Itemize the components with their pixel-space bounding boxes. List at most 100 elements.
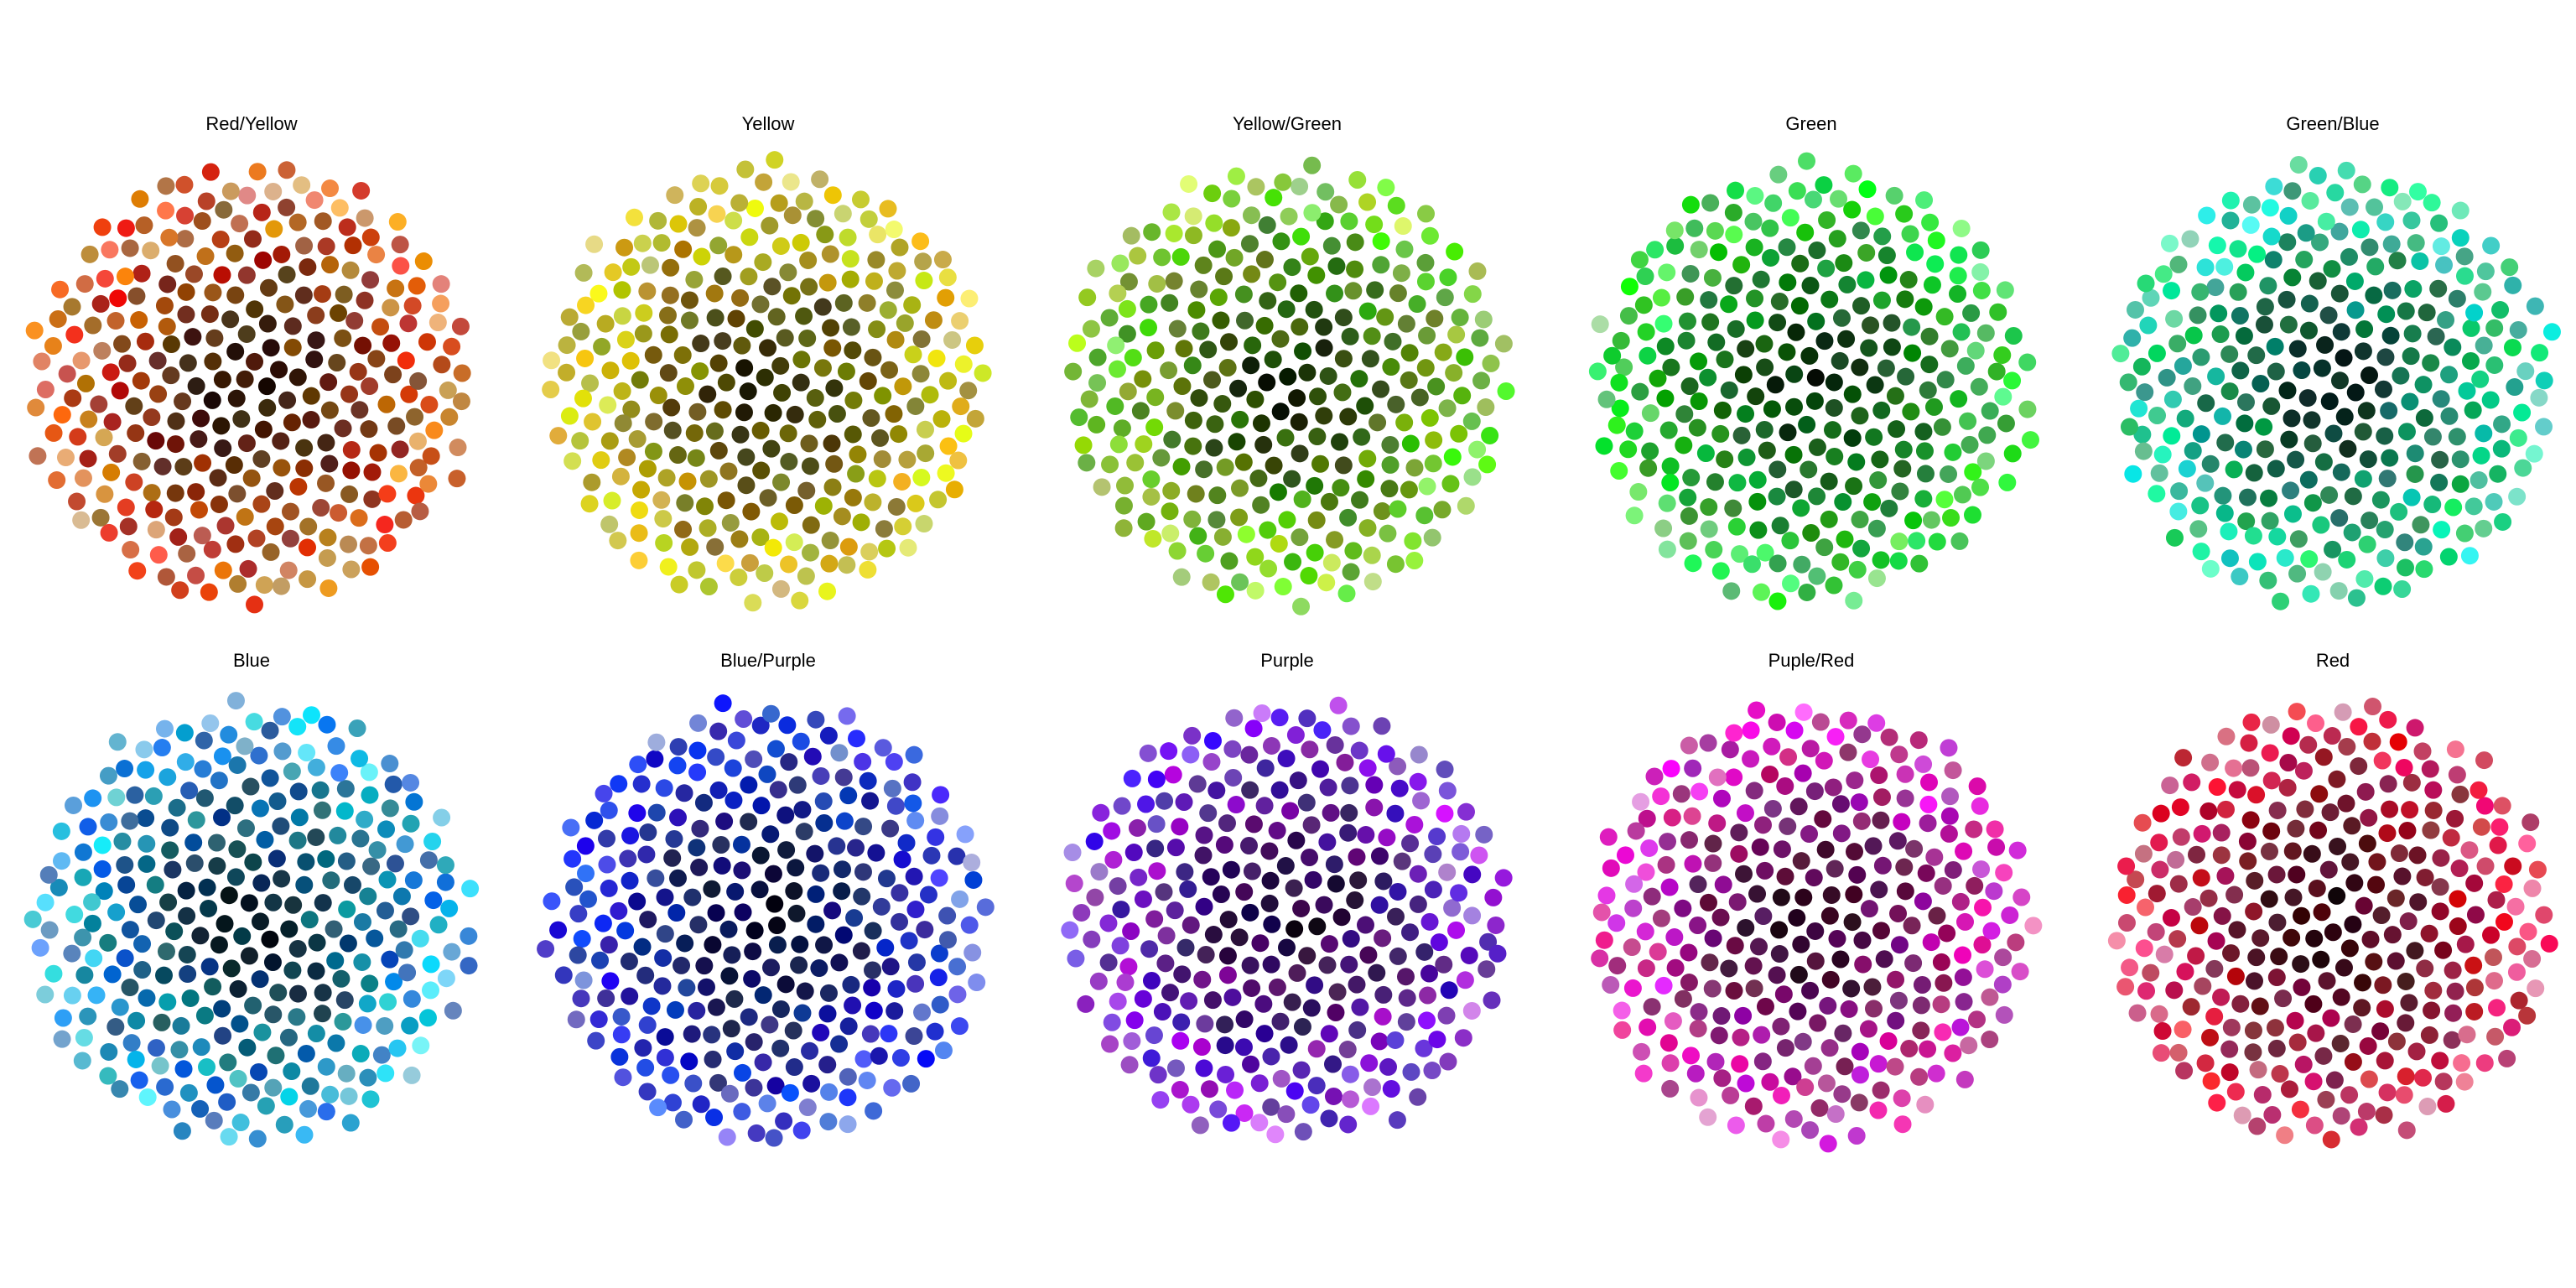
color-dot bbox=[190, 501, 208, 519]
color-dot bbox=[195, 789, 214, 808]
color-dot bbox=[1661, 1054, 1680, 1072]
color-dot bbox=[864, 961, 882, 979]
color-dot bbox=[2192, 543, 2210, 561]
color-dot bbox=[1995, 864, 2013, 882]
color-dot bbox=[2340, 939, 2359, 958]
color-dot bbox=[1311, 760, 1329, 778]
color-dot bbox=[938, 906, 957, 925]
color-dot bbox=[1373, 502, 1391, 521]
color-dot bbox=[2244, 1021, 2262, 1040]
color-dot bbox=[1379, 1057, 1397, 1076]
color-dot bbox=[220, 886, 238, 905]
color-dot bbox=[53, 406, 71, 424]
color-dot bbox=[1265, 456, 1283, 475]
color-dot bbox=[1676, 288, 1695, 306]
color-dot bbox=[2386, 952, 2405, 970]
color-dot bbox=[1637, 863, 1655, 881]
color-dot bbox=[187, 377, 205, 395]
color-dot bbox=[1264, 351, 1282, 369]
color-dot bbox=[252, 874, 271, 892]
color-dot bbox=[2449, 917, 2467, 936]
color-dot bbox=[1993, 345, 2012, 364]
color-dot bbox=[684, 1074, 703, 1093]
color-dot bbox=[612, 1007, 631, 1026]
color-dot bbox=[1674, 899, 1692, 917]
color-dot bbox=[80, 245, 99, 263]
color-dot bbox=[644, 442, 662, 460]
color-dot bbox=[36, 380, 55, 398]
color-dot bbox=[906, 812, 925, 830]
color-dot bbox=[659, 558, 678, 576]
color-dot bbox=[332, 969, 351, 988]
color-dot bbox=[2460, 841, 2479, 860]
color-dot bbox=[1191, 1116, 1209, 1135]
color-dot bbox=[213, 266, 231, 284]
color-dot bbox=[2172, 828, 2190, 846]
color-dot bbox=[2288, 703, 2306, 721]
color-dot bbox=[453, 364, 471, 382]
color-dot bbox=[111, 998, 129, 1016]
color-dot bbox=[302, 411, 320, 429]
color-dot bbox=[1883, 314, 1901, 332]
color-dot bbox=[2402, 211, 2421, 230]
color-dot bbox=[1438, 863, 1457, 881]
color-dot bbox=[699, 577, 718, 595]
color-dot bbox=[158, 993, 177, 1011]
color-dot bbox=[2183, 773, 2201, 792]
color-dot bbox=[1301, 740, 1319, 759]
color-dot bbox=[858, 1071, 876, 1089]
color-dot bbox=[2212, 846, 2231, 865]
color-dot bbox=[2397, 1121, 2416, 1140]
color-dot bbox=[1405, 459, 1424, 477]
color-dot bbox=[905, 867, 923, 886]
color-dot bbox=[1711, 424, 1730, 443]
color-dot bbox=[1315, 896, 1333, 914]
color-dot bbox=[1227, 167, 1245, 185]
color-dot bbox=[1645, 767, 1664, 786]
color-dot bbox=[1291, 177, 1309, 195]
color-dot bbox=[1897, 367, 1915, 386]
color-dot bbox=[839, 538, 858, 556]
color-dot bbox=[1974, 898, 1992, 917]
color-dot bbox=[1720, 295, 1738, 314]
color-dot bbox=[1637, 959, 1655, 978]
color-dot bbox=[2329, 837, 2347, 855]
color-dot bbox=[1378, 828, 1396, 847]
color-dot bbox=[1258, 216, 1276, 234]
color-dot bbox=[1995, 1005, 2013, 1024]
color-dot bbox=[619, 849, 637, 868]
color-dot bbox=[1358, 193, 1377, 211]
color-dot bbox=[132, 264, 151, 283]
color-dot bbox=[1365, 216, 1384, 234]
color-dot bbox=[1303, 204, 1322, 222]
color-dot bbox=[398, 963, 417, 982]
color-dot bbox=[1742, 750, 1760, 768]
color-dot bbox=[56, 449, 75, 467]
color-dot bbox=[1940, 465, 1958, 483]
color-dot bbox=[2228, 781, 2246, 799]
color-dot bbox=[2263, 1106, 2282, 1124]
color-dot bbox=[177, 881, 195, 900]
color-dot bbox=[1970, 377, 1988, 396]
color-dot bbox=[272, 577, 290, 595]
color-dot bbox=[951, 312, 969, 330]
color-dot bbox=[2260, 842, 2278, 860]
color-dot bbox=[267, 849, 286, 868]
color-dot bbox=[236, 507, 254, 526]
color-dot bbox=[2324, 923, 2342, 942]
color-dot bbox=[708, 205, 726, 223]
color-dot bbox=[1725, 277, 1743, 295]
color-dot bbox=[1279, 367, 1297, 386]
color-dot bbox=[771, 1000, 790, 1018]
color-dot bbox=[2198, 206, 2216, 225]
color-dot bbox=[1305, 300, 1323, 319]
color-dot bbox=[939, 437, 958, 455]
color-dot bbox=[2216, 800, 2235, 818]
color-dot bbox=[2152, 1044, 2170, 1062]
color-dot bbox=[288, 368, 307, 387]
color-dot bbox=[1331, 433, 1349, 451]
color-dot bbox=[807, 915, 825, 933]
color-dot bbox=[1716, 351, 1734, 369]
color-dot bbox=[2317, 1090, 2335, 1109]
color-dot bbox=[2451, 450, 2470, 469]
